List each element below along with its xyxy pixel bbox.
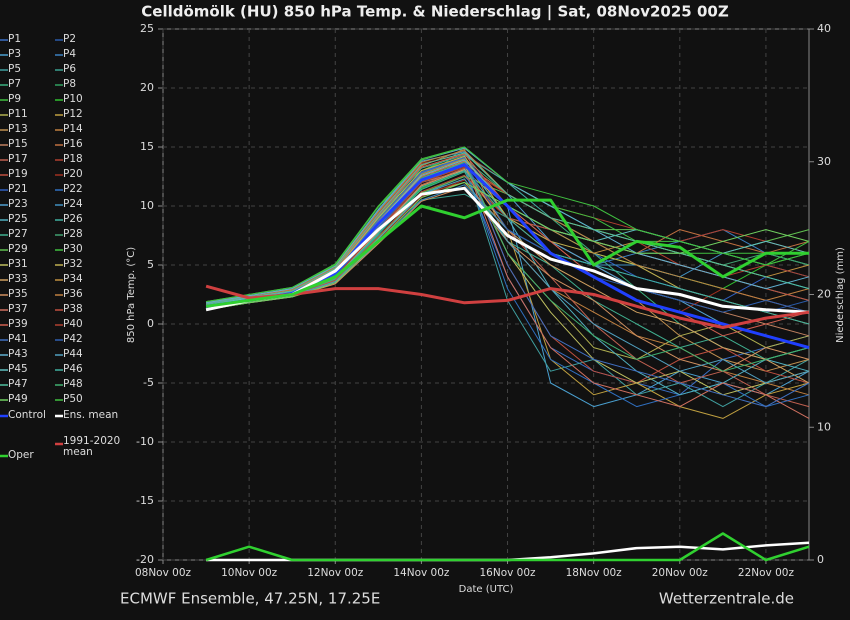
legend-label: P34: [63, 273, 83, 285]
legend-label: P17: [8, 153, 28, 165]
legend-label: P41: [8, 333, 28, 345]
legend-label: P42: [63, 333, 83, 345]
x-tick-label: 22Nov 00z: [738, 567, 795, 579]
x-tick-label: 18Nov 00z: [566, 567, 623, 579]
legend-label: P18: [63, 153, 83, 165]
legend-label: Control: [8, 409, 46, 421]
legend-label: P25: [8, 213, 28, 225]
legend-label: P21: [8, 183, 28, 195]
legend-label: P31: [8, 258, 28, 270]
legend-label: P8: [63, 78, 76, 90]
legend-label: P16: [63, 138, 83, 150]
legend-label: P37: [8, 303, 28, 315]
legend-label: P39: [8, 318, 28, 330]
legend-label: P33: [8, 273, 28, 285]
x-tick-label: 20Nov 00z: [652, 567, 709, 579]
legend-label: P15: [8, 138, 28, 150]
legend-label: P26: [63, 213, 83, 225]
legend-label-box: 1991-2020 mean: [63, 436, 121, 458]
y-tick-label: 5: [147, 258, 154, 271]
y2-axis-label: Niederschlag (mm): [835, 247, 846, 343]
legend-label: P20: [63, 168, 83, 180]
legend-label: Oper: [8, 449, 34, 461]
x-tick-label: 16Nov 00z: [479, 567, 536, 579]
legend-label: P6: [63, 63, 76, 75]
legend-label: Ens. mean: [63, 409, 118, 421]
legend-label: P5: [8, 63, 21, 75]
y-tick-label: -15: [136, 494, 154, 507]
precip-line: [205, 532, 810, 562]
legend-label: P27: [8, 228, 28, 240]
highlight-line: [205, 186, 810, 314]
member-line: [206, 158, 810, 360]
legend-label: P9: [8, 93, 21, 105]
y-axis-label: 850 hPa Temp. (°C): [126, 247, 137, 343]
legend-label: P40: [63, 318, 83, 330]
legend-label: P22: [63, 183, 83, 195]
legend-label: P48: [63, 378, 83, 390]
legend-label: P14: [63, 123, 83, 135]
legend-label: P7: [8, 78, 21, 90]
y-tick-label: -5: [143, 376, 154, 389]
legend-label: P29: [8, 243, 28, 255]
y-tick-label: 10: [140, 199, 154, 212]
chart-title: Celldömölk (HU) 850 hPa Temp. & Niedersc…: [141, 3, 729, 22]
legend-label: P24: [63, 198, 83, 210]
legend-label: P28: [63, 228, 83, 240]
legend-label: P23: [8, 198, 28, 210]
x-tick-label: 14Nov 00z: [393, 567, 450, 579]
y-tick-label: 20: [140, 81, 154, 94]
legend-label: P30: [63, 243, 83, 255]
legend-label: P32: [63, 258, 83, 270]
legend-label: P44: [63, 348, 83, 360]
x-tick-label: 10Nov 00z: [221, 567, 278, 579]
x-axis-label: Date (UTC): [459, 584, 514, 595]
legend-label: P3: [8, 48, 21, 60]
legend-label: P43: [8, 348, 28, 360]
legend-label: P45: [8, 363, 28, 375]
legend-label: P46: [63, 363, 83, 375]
y-tick-label: 15: [140, 140, 154, 153]
highlight-line: [205, 284, 810, 329]
y-tick-label: 0: [147, 317, 154, 330]
y2-tick-label: 40: [817, 22, 831, 35]
member-line: [206, 146, 810, 303]
legend-label: P19: [8, 168, 28, 180]
legend-label: P49: [8, 393, 28, 405]
legend-label: P2: [63, 33, 76, 45]
legend-label: 1991-2020 mean: [63, 436, 121, 458]
member-line: [206, 152, 810, 305]
highlight-line: [205, 198, 809, 308]
legend-label: P10: [63, 93, 83, 105]
legend-label: P11: [8, 108, 28, 120]
x-tick-label: 08Nov 00z: [135, 567, 192, 579]
y2-tick-label: 0: [817, 553, 824, 566]
y-tick-label: -10: [136, 435, 154, 448]
legend-label: P35: [8, 288, 28, 300]
y2-tick-label: 10: [817, 420, 831, 433]
y-tick-label: 25: [140, 22, 154, 35]
footer-source: ECMWF Ensemble, 47.25N, 17.25E: [120, 590, 380, 608]
legend-label: P12: [63, 108, 83, 120]
x-tick-label: 12Nov 00z: [307, 567, 364, 579]
legend-label: P47: [8, 378, 28, 390]
legend-label: P50: [63, 393, 83, 405]
member-line: [206, 146, 810, 307]
y2-tick-label: 30: [817, 155, 831, 168]
footer-site: Wetterzentrale.de: [659, 590, 794, 608]
legend-label: P38: [63, 303, 83, 315]
legend-label: P1: [8, 33, 21, 45]
y2-tick-label: 20: [817, 288, 831, 301]
member-line: [206, 158, 810, 408]
legend-label: P4: [63, 48, 76, 60]
legend-label: P13: [8, 123, 28, 135]
legend-label: P36: [63, 288, 83, 300]
y-tick-label: -20: [136, 553, 154, 566]
